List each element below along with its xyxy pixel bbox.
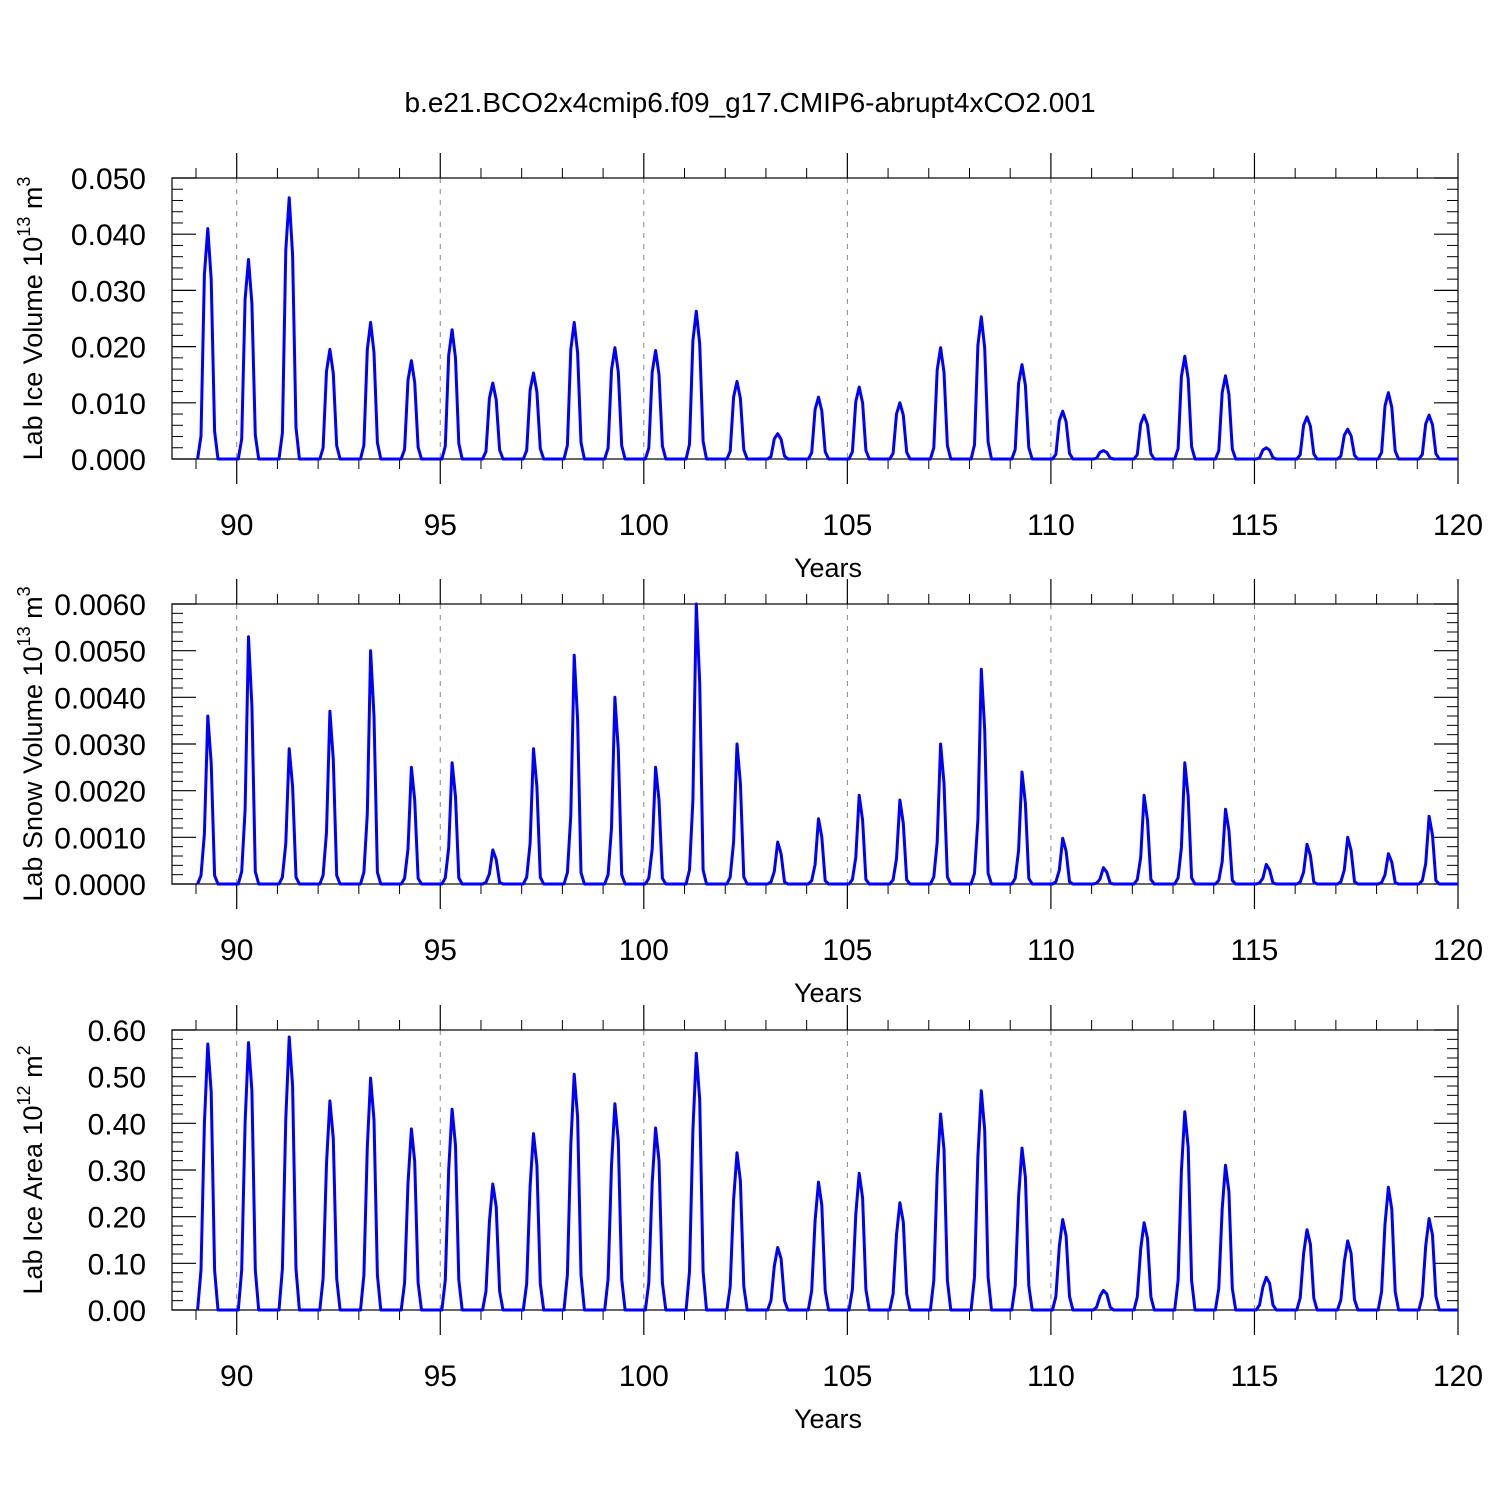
- x-tick-label: 100: [619, 1360, 669, 1393]
- y-axis-label: Lab Snow Volume 1013 m3: [14, 586, 48, 901]
- x-tick-label: 120: [1433, 934, 1483, 967]
- x-tick-label: 90: [220, 509, 253, 542]
- panel-2: 90 95 100 105 110 115 120 0.0000 0.0010 0.0020 0.0…: [14, 579, 1483, 1008]
- plot-frame: [171, 177, 1459, 460]
- panel-1: 90 95 100 105 110 115 120 0.000 0.010 0.020 0.030 0…: [14, 153, 1483, 583]
- y-tick-label: 0.0010: [54, 822, 146, 855]
- x-tick-label: 95: [424, 934, 457, 967]
- x-tick-label: 105: [822, 1360, 872, 1393]
- y-axis-label-superscript: 13: [14, 217, 34, 237]
- y-axis-label-superscript: 12: [14, 1085, 34, 1105]
- x-tick-label: 115: [1231, 1360, 1279, 1393]
- y-tick-label: 0.60: [88, 1015, 146, 1048]
- y-tick-label: 0.00: [88, 1295, 146, 1328]
- x-tick-label: 90: [220, 934, 253, 967]
- x-tick-label: 110: [1027, 934, 1075, 967]
- x-tick-label: 115: [1231, 934, 1279, 967]
- chart-title: b.e21.BCO2x4cmip6.f09_g17.CMIP6-abrupt4x…: [404, 87, 1095, 118]
- y-tick-label: 0.30: [88, 1155, 146, 1188]
- y-tick-label: 0.020: [71, 332, 146, 365]
- y-tick-label: 0.40: [88, 1108, 146, 1141]
- y-tick-label: 0.0040: [54, 682, 146, 715]
- x-tick-label: 110: [1027, 509, 1075, 542]
- y-tick-label: 0.0030: [54, 729, 146, 762]
- x-tick-label: 110: [1027, 1360, 1075, 1393]
- y-axis-label-superscript: 3: [14, 586, 34, 596]
- y-axis-label-superscript: 2: [14, 1045, 34, 1055]
- y-tick-label: 0.000: [71, 444, 146, 477]
- x-tick-label: 120: [1433, 509, 1483, 542]
- y-tick-label: 0.10: [88, 1248, 146, 1281]
- x-axis-label: Years: [794, 553, 862, 583]
- x-tick-label: 90: [220, 1360, 253, 1393]
- y-axis-label-text: Lab Ice Area 10: [18, 1105, 48, 1294]
- x-tick-label: 95: [424, 509, 457, 542]
- y-tick-label: 0.0020: [54, 776, 146, 809]
- y-tick-label: 0.0050: [54, 636, 146, 669]
- x-tick-label: 105: [822, 934, 872, 967]
- series-line: [196, 602, 1458, 886]
- x-tick-label: 100: [619, 509, 669, 542]
- y-axis-label: Lab Ice Area 1012 m2: [14, 1045, 48, 1294]
- y-axis-label-text: m: [18, 187, 48, 217]
- y-axis-label-text: m: [18, 1055, 48, 1085]
- x-tick-label: 120: [1433, 1360, 1483, 1393]
- y-tick-label: 0.0000: [54, 869, 146, 902]
- y-tick-label: 0.20: [88, 1202, 146, 1235]
- y-tick-label: 0.040: [71, 219, 146, 252]
- panel-3: 90 95 100 105 110 115 120 0.00 0.10 0.20 0.30 0.40 0…: [14, 1005, 1483, 1434]
- y-axis-label-text: Lab Ice Volume 10: [18, 237, 48, 461]
- x-axis-label: Years: [794, 1404, 862, 1434]
- y-axis-label-text: m: [18, 596, 48, 626]
- y-axis-label: Lab Ice Volume 1013 m3: [14, 177, 48, 461]
- y-axis-label-superscript: 13: [14, 626, 34, 646]
- x-tick-label: 100: [619, 934, 669, 967]
- y-tick-label: 0.010: [71, 388, 146, 421]
- series-line: [196, 196, 1458, 461]
- y-tick-label: 0.50: [88, 1062, 146, 1095]
- x-tick-label: 95: [424, 1360, 457, 1393]
- x-tick-label: 105: [822, 509, 872, 542]
- x-axis-label: Years: [794, 978, 862, 1008]
- y-tick-label: 0.0060: [54, 589, 146, 622]
- y-axis-label-superscript: 3: [14, 177, 34, 187]
- x-tick-label: 115: [1231, 509, 1279, 542]
- y-tick-label: 0.050: [71, 163, 146, 196]
- y-axis-label-text: Lab Snow Volume 10: [18, 646, 48, 901]
- y-tick-label: 0.030: [71, 275, 146, 308]
- series-line: [196, 1035, 1458, 1312]
